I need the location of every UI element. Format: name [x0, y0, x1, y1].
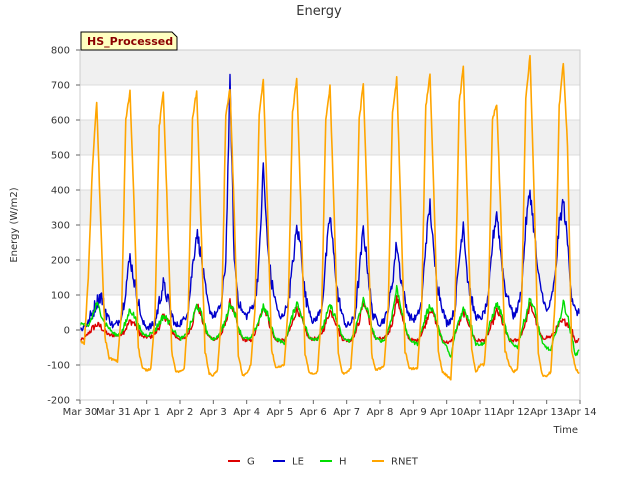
y-axis-label: Energy (W/m2) [9, 187, 20, 262]
processed-badge: HS_Processed [80, 31, 178, 51]
y-tick-label: 200 [51, 256, 70, 267]
x-tick-label: Apr 9 [400, 407, 427, 418]
series-line-h [79, 284, 580, 358]
series-line-le [79, 73, 580, 332]
x-tick-label: Apr 6 [300, 407, 327, 418]
y-tick-label: 100 [51, 291, 70, 302]
grid-band [80, 50, 580, 85]
x-tick-label: Mar 30 [63, 407, 98, 418]
grid-band [80, 330, 580, 365]
series-line-rnet [79, 54, 580, 381]
legend-item-g: G [228, 457, 255, 468]
y-tick-label: -200 [47, 396, 70, 407]
legend-label: H [339, 457, 347, 468]
x-tick-label: Apr 4 [233, 407, 260, 418]
x-tick-label: Apr 2 [167, 407, 194, 418]
grid-band [80, 120, 580, 155]
y-tick-label: 800 [51, 46, 70, 57]
x-tick-label: Apr 5 [267, 407, 294, 418]
x-tick-label: Apr 14 [563, 407, 596, 418]
x-tick-label: Apr 8 [367, 407, 394, 418]
y-tick-label: -100 [47, 361, 70, 372]
legend-label: RNET [391, 457, 419, 468]
y-tick-label: 300 [51, 221, 70, 232]
x-tick-label: Apr 13 [530, 407, 563, 418]
legend-item-rnet: RNET [372, 457, 419, 468]
y-tick-label: 600 [51, 116, 70, 127]
legend: G LE H RNET [228, 457, 419, 468]
x-tick-label: Apr 10 [430, 407, 463, 418]
y-tick-label: 700 [51, 81, 70, 92]
badge-label: HS_Processed [87, 35, 173, 48]
legend-item-le: LE [273, 457, 304, 468]
x-tick-label: Apr 12 [497, 407, 530, 418]
chart-title: Energy [296, 4, 342, 19]
x-axis-label: Time [553, 425, 578, 436]
x-tick-label: Apr 3 [200, 407, 227, 418]
x-tick-label: Apr 7 [333, 407, 360, 418]
legend-item-h: H [320, 457, 347, 468]
badge-box [80, 31, 178, 51]
y-tick-label: 400 [51, 186, 70, 197]
legend-label: G [247, 457, 255, 468]
series-layer [79, 54, 580, 381]
x-tick-label: Apr 11 [463, 407, 496, 418]
y-tick-label: 500 [51, 151, 70, 162]
y-tick-label: 0 [64, 326, 70, 337]
x-tick-label: Apr 1 [133, 407, 160, 418]
legend-label: LE [292, 457, 304, 468]
x-tick-label: Mar 31 [96, 407, 131, 418]
y-tick-labels: -200 -100 0 100 200 300 400 500 600 700 800 [47, 46, 80, 407]
